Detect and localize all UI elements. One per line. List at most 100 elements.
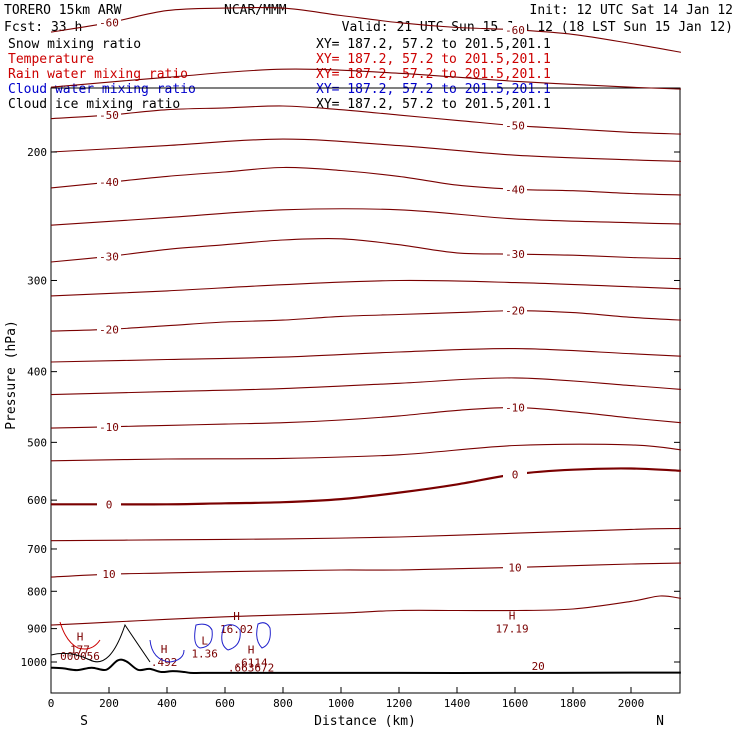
y-axis-title: Pressure (hPa) [4,320,19,430]
isotherm-label-bg [503,400,527,414]
isotherm-label-bg [97,419,121,433]
mixing-ratio-extremum: H [77,631,84,644]
x-tick-label: 2000 [618,697,645,710]
legend-entry-name: Temperature [8,52,94,67]
mixing-ratio-value: .6114 [235,657,268,670]
y-tick-label: 600 [27,494,47,507]
y-tick-label: 400 [27,366,47,379]
isotherm-line [50,467,681,506]
isotherm-line [50,237,681,263]
mixing-ratio-value: .492 [151,656,178,669]
isotherm-label: -50 [99,109,119,122]
plot-frame [50,87,681,694]
isotherm-label: -10 [99,421,119,434]
cloud-water-contour [194,623,213,649]
mixing-ratio-value: 16.02 [220,623,253,636]
legend-entry-coords: XY= 187.2, 57.2 to 201.5,201.1 [316,37,551,52]
isotherm-label: 0 [512,468,519,481]
legend-entry-name: Cloud ice mixing ratio [8,97,180,112]
isotherm-label-bg [503,560,527,574]
legend-entry-coords: XY= 187.2, 57.2 to 201.5,201.1 [316,52,551,67]
field-legend: Snow mixing ratio XY= 187.2, 57.2 to 201.… [8,37,551,112]
isotherm-label-bg [97,249,121,263]
x-tick-label: 1600 [502,697,529,710]
rain-contour [59,621,101,650]
snow-contour [50,623,151,663]
isotherm-line [50,527,681,542]
legend-entry-name: Rain water mixing ratio [8,67,188,82]
mixing-ratio-extremum: H [509,610,516,623]
mixing-ratio-extremum: H [233,610,240,623]
isotherm-label: -20 [99,323,119,336]
x-tick-label: 0 [48,697,55,710]
isotherm-line [50,562,681,578]
isotherm-label: -60 [505,24,525,37]
cloud-water-contour [221,624,241,651]
center-label: NCAR/MMM [224,3,287,18]
isotherm-label: 10 [102,568,115,581]
isotherm-line [50,6,681,53]
isotherm-line [50,377,681,396]
terrain-line [50,658,681,674]
cloud-water-contours [149,622,271,663]
legend-entry-coords: XY= 187.2, 57.2 to 201.5,201.1 [316,97,551,112]
north-end-label: N [656,714,664,729]
x-tick-label: 400 [157,697,177,710]
isotherm-label: -10 [505,402,525,415]
isotherm-label-bg [97,15,121,29]
isotherm-label: -40 [505,183,525,196]
legend-entry-coords: XY= 187.2, 57.2 to 201.5,201.1 [316,67,551,82]
x-tick-label: 800 [273,697,293,710]
isotherm-label-bg [97,108,121,122]
south-end-label: S [80,714,88,729]
isotherm-line [50,310,681,332]
mixing-ratio-value: 20 [532,660,545,673]
isotherm-label-bg [503,22,527,36]
isotherm-label-bg [503,247,527,261]
isotherm-label: -40 [99,176,119,189]
y-tick-label: 300 [27,274,47,287]
isotherm-line [50,208,681,226]
isotherm-label-bg [97,497,121,511]
isotherm-line [50,279,681,297]
rain-contours [59,621,101,650]
isotherm-label: -50 [505,120,525,133]
isotherm-line [50,407,681,429]
terrain [50,658,681,674]
legend-entry-coords: XY= 187.2, 57.2 to 201.5,201.1 [316,82,551,97]
x-tick-label: 600 [215,697,235,710]
isotherm-label-bg [97,322,121,336]
isotherm-line [50,595,681,626]
mixing-ratio-value: 17.19 [496,623,529,636]
isotherm-line [50,138,681,162]
isotherm-label-bg [503,118,527,132]
isotherm-label: -30 [99,250,119,263]
cloud-water-contour [256,622,271,649]
model-label: TORERO 15km ARW [4,3,122,18]
isotherm-label-bg [97,175,121,189]
mixing-ratio-extremum: H [161,643,168,656]
init-label: Init: 12 UTC Sat 14 Jan 12 [530,3,734,18]
mixing-ratio-extremum: L [201,634,208,647]
isotherm-label-bg [503,303,527,317]
y-tick-label: 200 [27,146,47,159]
isotherm-line [50,166,681,196]
isotherm-line [50,443,681,462]
x-tick-label: 200 [99,697,119,710]
isotherm-label: -20 [505,305,525,318]
x-axis: 0 200 400 600 800 1000 1200 1400 1600 1800 2000 [48,687,645,710]
isotherm-line [50,68,681,90]
isotherm-label: -60 [99,17,119,30]
mixing-ratio-value: 177 [70,644,90,657]
isotherm-label: -30 [505,248,525,261]
x-tick-label: 1800 [560,697,587,710]
cloud-water-contour [149,639,185,663]
temperature-isotherms: -60 -60 -50 -50 -40 -40 -30 -30 -20 -20 -10 -10 0 0 10… [50,6,681,626]
snow-contours [50,623,151,663]
legend-entry-name: Snow mixing ratio [8,37,141,52]
legend-entry-name: Cloud water mixing ratio [8,82,196,97]
isotherm-line [50,348,681,363]
x-axis-title: Distance (km) [314,714,416,729]
